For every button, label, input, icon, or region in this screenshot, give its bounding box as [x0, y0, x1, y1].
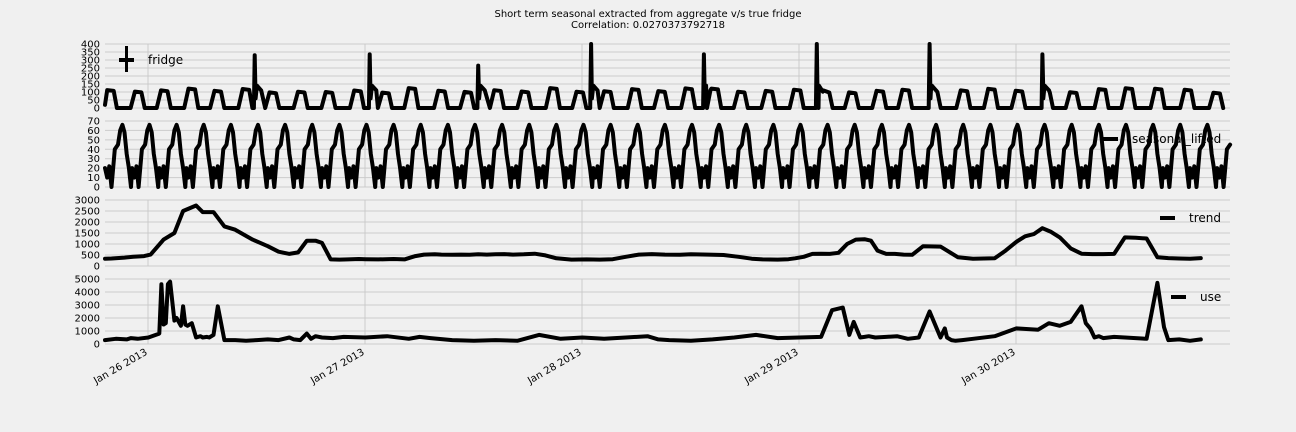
y-tick-label: 50	[87, 96, 100, 107]
y-tick-label: 20	[87, 164, 100, 175]
y-tick-label: 500	[81, 251, 100, 262]
x-axis-ticks: Jan 26 2013 Jan 27 2013 Jan 28 2013 Jan 29 …	[91, 347, 1017, 387]
x-tick-label: Jan 26 2013	[91, 347, 149, 387]
y-tick-label: 0	[94, 262, 100, 273]
y-tick-label: 2000	[75, 314, 100, 325]
y-tick-label: 100	[81, 88, 100, 99]
y-tick-label: 70	[87, 117, 100, 128]
y-tick-label: 3000	[75, 196, 100, 207]
legend-label: trend	[1189, 211, 1221, 225]
y-tick-label: 250	[81, 64, 100, 75]
legend-label: use	[1200, 290, 1221, 304]
subplots: 050100150200250300350400fridge0102030405…	[75, 40, 1233, 351]
y-tick-label: 300	[81, 56, 100, 67]
legend-label: fridge	[148, 53, 183, 67]
series-line-use	[103, 279, 1203, 343]
y-tick-label: 1500	[75, 229, 100, 240]
y-tick-label: 350	[81, 48, 100, 59]
x-tick-label: Jan 29 2013	[742, 347, 800, 387]
y-tick-label: 2000	[75, 218, 100, 229]
series-line-seasonal_lifted	[103, 122, 1233, 189]
y-tick-label: 40	[87, 145, 100, 156]
y-tick-label: 0	[94, 104, 100, 115]
y-tick-label: 0	[94, 340, 100, 351]
y-tick-label: 1000	[75, 327, 100, 338]
series-line-fridge	[103, 42, 1226, 110]
chart-title-line-1: Short term seasonal extracted from aggre…	[494, 9, 801, 20]
y-tick-label: 3000	[75, 301, 100, 312]
x-tick-label: Jan 27 2013	[308, 347, 366, 387]
y-tick-label: 2500	[75, 207, 100, 218]
y-tick-label: 50	[87, 135, 100, 146]
y-tick-label: 4000	[75, 288, 100, 299]
y-tick-label: 400	[81, 40, 100, 51]
x-tick-label: Jan 30 2013	[959, 347, 1017, 387]
y-tick-label: 5000	[75, 275, 100, 286]
subplot-4: 0 1000 2000 3000 4000 5000 use	[75, 275, 1230, 351]
y-tick-label: 10	[87, 173, 100, 184]
chart-title-line-2: Correlation: 0.0270373792718	[571, 20, 725, 31]
y-tick-label: 150	[81, 80, 100, 91]
y-tick-label: 0	[94, 183, 100, 194]
y-tick-label: 30	[87, 154, 100, 165]
y-tick-label: 1000	[75, 240, 100, 251]
legend-label: seasonal_lifted	[1132, 132, 1221, 146]
y-tick-label: 60	[87, 126, 100, 137]
y-tick-label: 200	[81, 72, 100, 83]
series-line-trend	[103, 203, 1203, 262]
x-tick-label: Jan 28 2013	[525, 347, 583, 387]
